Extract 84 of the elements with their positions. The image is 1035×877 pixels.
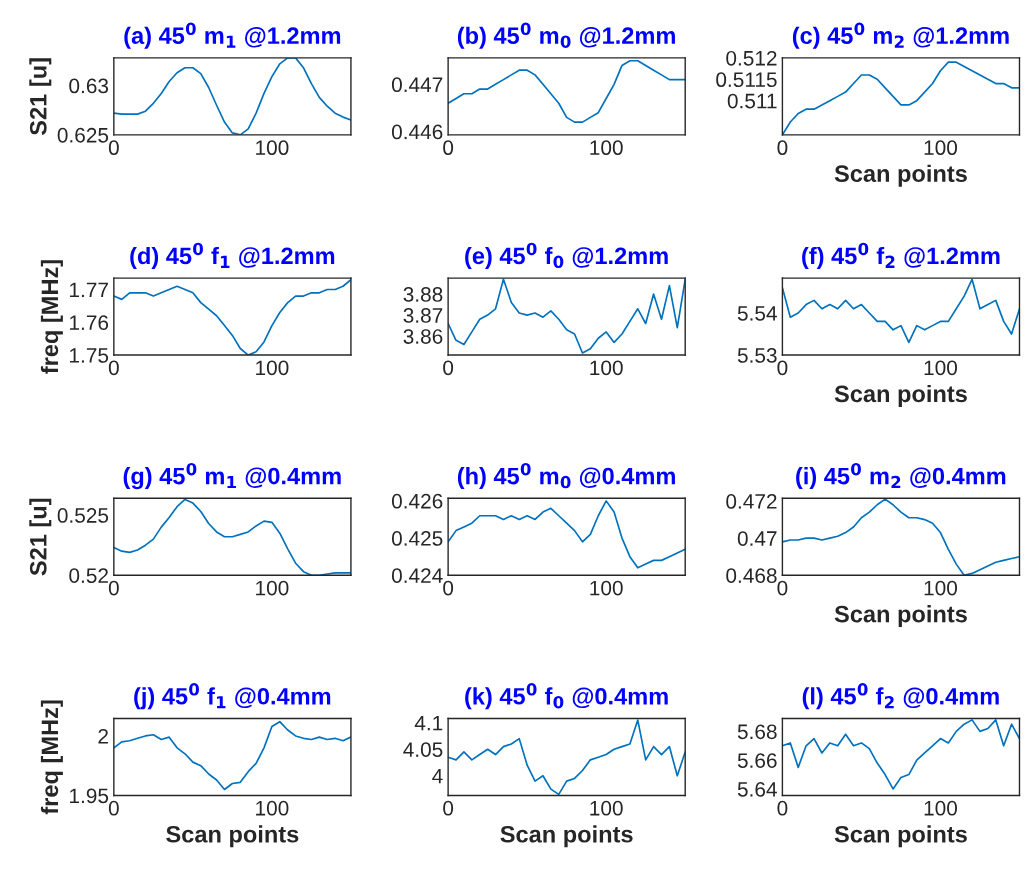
- y-tick-label: 3.88: [403, 287, 443, 302]
- x-tick-label: 0: [108, 360, 119, 376]
- chart-title: (j) 45$^{0}$ f$_{1}$ @0.4mm: [134, 683, 331, 710]
- y-axis-title: S21 [u]: [29, 58, 52, 136]
- x-tick-label: 0: [777, 580, 788, 596]
- y-tick-label: 0.525: [57, 508, 109, 523]
- y-tick-label: 3.87: [403, 308, 443, 323]
- x-axis-title: Scan points: [834, 605, 967, 628]
- x-tick-label: 100: [924, 580, 958, 596]
- y-tick-label: 3.86: [403, 329, 443, 344]
- chart-title: (a) 45$^{0}$ m$_{1}$ @1.2mm: [124, 22, 341, 49]
- x-axis-title: Scan points: [834, 384, 967, 407]
- y-tick-label: 0.472: [726, 494, 777, 509]
- x-axis-title: Scan points: [500, 825, 633, 848]
- x-tick-label: 100: [256, 360, 289, 376]
- y-tick-label: 0.47: [737, 531, 777, 546]
- x-tick-label: 0: [443, 800, 454, 816]
- line-series: [782, 61, 1020, 135]
- line-series: [782, 498, 1020, 576]
- x-tick-label: 100: [590, 800, 623, 816]
- x-axis-title: Scan points: [166, 825, 299, 848]
- chart-title: (k) 45$^{0}$ f$_{0}$ @0.4mm: [465, 683, 668, 710]
- line-series: [113, 498, 351, 576]
- y-tick-label: 0.625: [57, 127, 109, 143]
- y-tick-label: 0.468: [726, 568, 777, 583]
- chart-title: (d) 45$^{0}$ f$_{1}$ @1.2mm: [130, 242, 335, 269]
- y-tick-label: 0.5115: [716, 72, 777, 88]
- y-tick-label: 0.511: [727, 93, 777, 109]
- x-tick-label: 100: [256, 800, 289, 816]
- x-tick-label: 100: [924, 360, 958, 376]
- y-tick-label: 4.1: [414, 715, 443, 731]
- x-tick-label: 0: [108, 800, 119, 816]
- y-tick-label: 4: [432, 769, 443, 784]
- y-tick-label: 5.54: [737, 306, 777, 321]
- line-series: [113, 57, 351, 135]
- x-tick-label: 0: [777, 800, 788, 816]
- x-tick-label: 100: [256, 140, 289, 156]
- x-tick-label: 0: [108, 580, 119, 596]
- line-series: [448, 278, 686, 354]
- chart-title: (h) 45$^{0}$ m$_{0}$ @0.4mm: [457, 462, 675, 490]
- y-tick-label: 0.446: [391, 124, 443, 140]
- x-tick-label: 0: [443, 360, 454, 376]
- y-tick-label: 1.76: [70, 315, 109, 331]
- x-tick-label: 100: [590, 360, 623, 376]
- y-tick-label: 2: [98, 728, 108, 744]
- y-tick-label: 0.424: [391, 568, 443, 583]
- chart-title: (e) 45$^{0}$ f$_{0}$ @1.2mm: [465, 242, 668, 269]
- x-tick-label: 0: [777, 140, 788, 156]
- y-tick-label: 4.05: [403, 742, 443, 757]
- chart-title: (l) 45$^{0}$ f$_{2}$ @0.4mm: [802, 683, 999, 710]
- chart-title: (g) 45$^{0}$ m$_{1}$ @0.4mm: [123, 462, 341, 490]
- y-tick-label: 1.75: [70, 348, 109, 363]
- y-tick-label: 0.426: [391, 493, 443, 509]
- x-tick-label: 100: [256, 580, 289, 596]
- x-axis-title: Scan points: [834, 825, 967, 848]
- y-axis-title: S21 [u]: [29, 498, 52, 576]
- y-axis-title: freq [MHz]: [40, 260, 63, 374]
- x-tick-label: 0: [443, 140, 454, 156]
- chart-title: (c) 45$^{0}$ m$_{2}$ @1.2mm: [792, 22, 1009, 49]
- y-tick-label: 5.68: [737, 724, 777, 740]
- y-tick-label: 0.425: [391, 531, 443, 546]
- x-tick-label: 0: [777, 360, 788, 376]
- x-tick-label: 100: [924, 140, 958, 156]
- line-series: [113, 278, 351, 356]
- line-series: [448, 719, 686, 796]
- y-tick-label: 1.95: [70, 788, 109, 804]
- y-tick-label: 5.53: [737, 348, 777, 363]
- chart-title: (b) 45$^{0}$ m$_{0}$ @1.2mm: [457, 22, 675, 49]
- chart-title: (f) 45$^{0}$ f$_{2}$ @1.2mm: [802, 242, 1000, 269]
- x-tick-label: 0: [108, 140, 119, 156]
- y-tick-label: 0.512: [726, 50, 777, 66]
- x-tick-label: 100: [924, 800, 958, 816]
- x-tick-label: 0: [443, 580, 454, 596]
- y-tick-label: 1.77: [70, 282, 108, 298]
- chart-title: (i) 45$^{0}$ m$_{2}$ @0.4mm: [796, 462, 1006, 490]
- y-tick-label: 5.64: [737, 781, 777, 797]
- y-tick-label: 5.66: [737, 753, 777, 768]
- y-tick-label: 0.52: [69, 568, 108, 583]
- x-tick-label: 100: [590, 580, 623, 596]
- y-tick-label: 0.447: [391, 77, 443, 93]
- x-tick-label: 100: [590, 140, 623, 156]
- y-tick-label: 0.63: [69, 78, 109, 94]
- y-axis-title: freq [MHz]: [40, 700, 63, 815]
- x-axis-title: Scan points: [834, 164, 967, 187]
